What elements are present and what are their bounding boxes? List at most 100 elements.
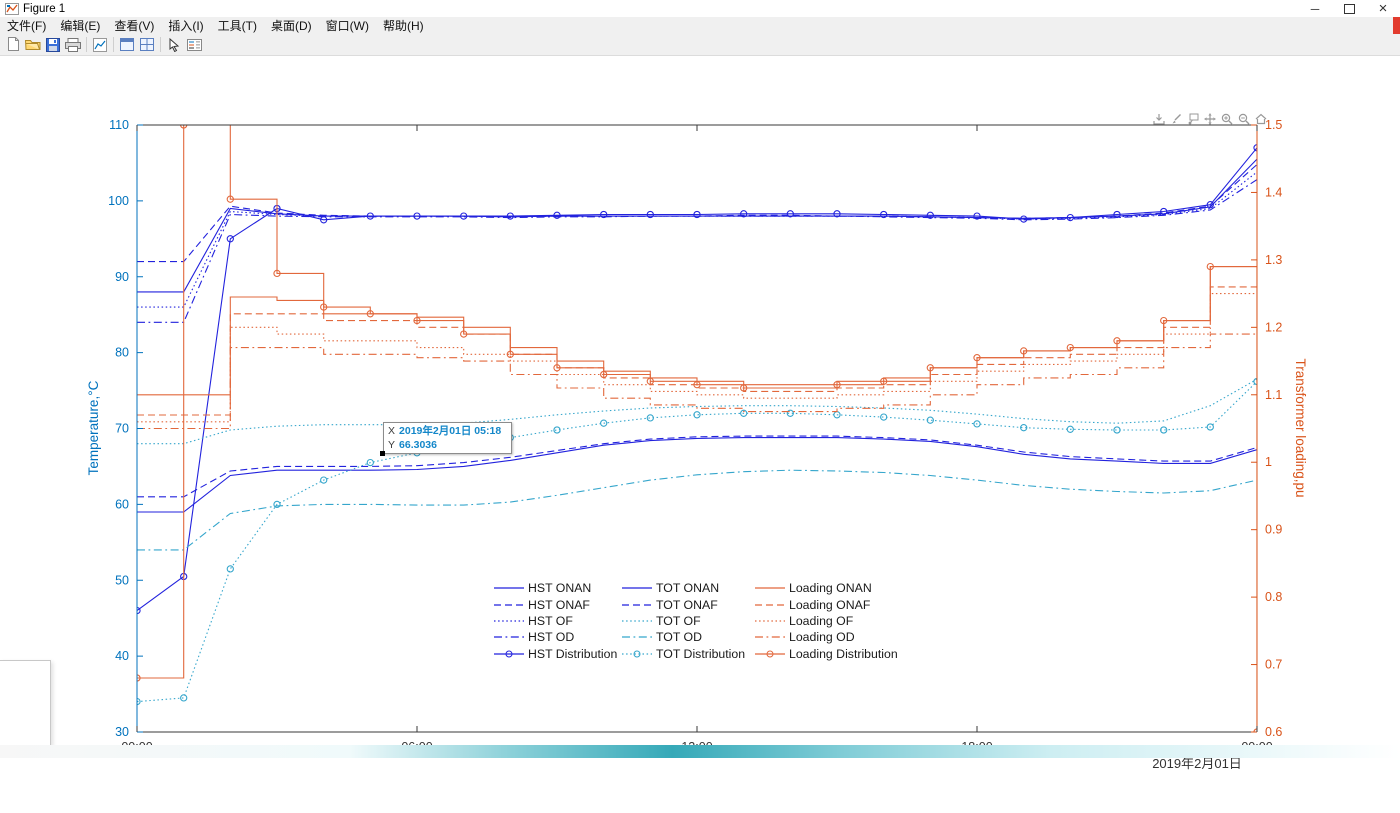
left-axis-title: Temperature,°C [86, 380, 101, 475]
zoom-out-icon[interactable] [1237, 112, 1251, 126]
legend-label: HST OD [528, 630, 575, 645]
series-line-tot-od[interactable] [137, 469, 1257, 551]
right-tick-label: 1.2 [1265, 320, 1282, 334]
legend-toggle-icon[interactable] [184, 36, 204, 54]
maximize-icon [1343, 3, 1355, 14]
insert-chart-icon[interactable] [90, 36, 110, 54]
series-line-tot-onan[interactable] [137, 437, 1257, 513]
legend-entry-hst-od: HST OD [494, 629, 622, 645]
home-icon[interactable] [1254, 112, 1268, 126]
data-tip[interactable]: X 2019年2月01日 05:18 Y 66.3036 [383, 422, 512, 454]
legend-entry-tot-onaf: TOT ONAF [622, 596, 755, 612]
series-line-loading-onaf[interactable] [137, 286, 1257, 416]
menu-window[interactable]: 窗口(W) [325, 19, 369, 33]
right-tick-label: 0.7 [1265, 658, 1282, 672]
chart-legend[interactable]: HST ONAN HST ONAF HST OF HST OD HST Distribu… [490, 577, 921, 665]
chart-canvas: 30 40 50 60 70 80 90 100 110 0.6 0.7 0.8 0.9 1 1.1 1.2 1… [86, 118, 1308, 771]
menu-file[interactable]: 文件(F) [7, 19, 47, 33]
series-line-tot-of[interactable] [137, 378, 1257, 445]
legend-entry-loading-onaf: Loading ONAF [755, 596, 917, 612]
legend-column: TOT ONAN TOT ONAF TOT OF TOT OD TOT Distribu… [622, 580, 755, 662]
menu-bar: 文件(F) 编辑(E) 查看(V) 插入(I) 工具(T) 桌面(D) 窗口(W… [0, 17, 1400, 34]
legend-swatch [622, 650, 652, 658]
print-figure-icon[interactable] [63, 36, 83, 54]
legend-label: Loading ONAN [789, 581, 872, 596]
save-figure-icon[interactable] [43, 36, 63, 54]
dock-grid-icon[interactable] [137, 36, 157, 54]
close-button[interactable]: × [1378, 0, 1388, 17]
x-date-label: 2019年2月01日 [1152, 756, 1242, 771]
legend-entry-tot-od: TOT OD [622, 629, 755, 645]
legend-label: TOT Distribution [656, 646, 746, 661]
series-markers-hst-distribution[interactable] [134, 144, 1260, 615]
legend-swatch [622, 636, 652, 638]
datacursor-icon[interactable] [1186, 112, 1200, 126]
legend-swatch [755, 620, 785, 622]
taskbar-sliver [0, 745, 1400, 758]
series-line-hst-od[interactable] [137, 179, 1257, 323]
legend-swatch [755, 603, 785, 606]
legend-label: TOT ONAN [656, 581, 720, 596]
series-line-loading-of[interactable] [137, 293, 1257, 423]
datatip-x-label: X [388, 425, 396, 437]
legend-label: HST OF [528, 613, 573, 628]
right-tick-label: 1 [1265, 455, 1272, 469]
left-tick-label: 30 [115, 725, 129, 739]
legend-entry-hst-onaf: HST ONAF [494, 596, 622, 612]
legend-column: HST ONAN HST ONAF HST OF HST OD HST Distribu… [494, 580, 622, 662]
menu-tools[interactable]: 工具(T) [217, 19, 257, 33]
minimize-button[interactable]: ─ [1310, 1, 1320, 16]
legend-label: Loading OF [789, 613, 854, 628]
left-tick-label: 80 [115, 346, 129, 360]
menu-insert[interactable]: 插入(I) [168, 19, 204, 33]
right-tick-label: 1.4 [1265, 185, 1282, 199]
legend-swatch [755, 650, 785, 658]
menu-edit[interactable]: 编辑(E) [60, 19, 101, 33]
left-tick-label: 70 [115, 422, 129, 436]
legend-label: TOT OF [656, 613, 701, 628]
legend-entry-tot-onan: TOT ONAN [622, 580, 755, 596]
dock-single-icon[interactable] [117, 36, 137, 54]
stray-window-corner [0, 660, 51, 746]
left-tick-label: 40 [115, 649, 129, 663]
pan-icon[interactable] [1203, 112, 1217, 126]
open-file-icon[interactable] [23, 36, 43, 54]
legend-swatch [622, 620, 652, 622]
menu-view[interactable]: 查看(V) [114, 19, 155, 33]
legend-entry-loading-of: Loading OF [755, 613, 917, 629]
legend-label: TOT ONAF [656, 597, 718, 612]
figure-toolbar [0, 34, 1400, 56]
menu-desktop[interactable]: 桌面(D) [270, 19, 312, 33]
legend-label: TOT OD [656, 630, 703, 645]
export-icon[interactable] [1152, 112, 1166, 126]
series-line-hst-onaf[interactable] [137, 164, 1257, 263]
series-line-loading-od[interactable] [137, 333, 1257, 430]
zoom-in-icon[interactable] [1220, 112, 1234, 126]
menu-help[interactable]: 帮助(H) [382, 19, 424, 33]
red-indicator [1393, 17, 1400, 34]
window-title: Figure 1 [23, 2, 66, 15]
right-tick-label: 0.9 [1265, 523, 1282, 537]
series-line-loading-onan[interactable] [137, 266, 1257, 396]
series-line-hst-onan[interactable] [137, 158, 1257, 293]
series-line-tot-onaf[interactable] [137, 435, 1257, 498]
maximize-button[interactable] [1332, 0, 1366, 17]
axes-toolbar [1152, 112, 1268, 126]
matlab-figure-window: { "window": { "title": "Figure 1", "cont… [0, 0, 1400, 771]
right-tick-label: 1.1 [1265, 388, 1282, 402]
series-line-hst-distribution[interactable] [137, 147, 1257, 612]
legend-swatch [755, 636, 785, 638]
brush-icon[interactable] [1169, 112, 1183, 126]
right-tick-label: 1.3 [1265, 253, 1282, 267]
toolbar-separator [160, 37, 161, 52]
series-line-hst-of[interactable] [137, 171, 1257, 308]
right-tick-label: 0.6 [1265, 725, 1282, 739]
new-figure-icon[interactable] [3, 36, 23, 54]
left-tick-label: 50 [115, 573, 129, 587]
legend-swatch [494, 620, 524, 622]
figure-canvas[interactable]: 30 40 50 60 70 80 90 100 110 0.6 0.7 0.8 0.9 1 1.1 1.2 1… [0, 55, 1400, 771]
legend-swatch [622, 587, 652, 589]
legend-label: HST Distribution [528, 646, 618, 661]
legend-entry-loading-od: Loading OD [755, 629, 917, 645]
pointer-icon[interactable] [164, 36, 184, 54]
